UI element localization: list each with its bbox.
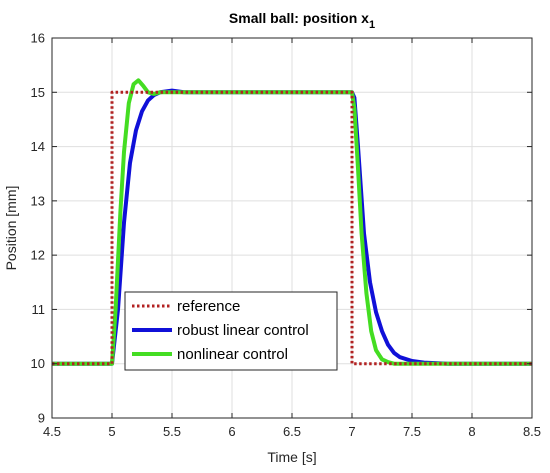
x-tick-label: 5.5 bbox=[163, 424, 181, 439]
chart-title-subscript: 1 bbox=[369, 19, 375, 31]
y-tick-label: 10 bbox=[31, 356, 45, 371]
x-tick-label: 6 bbox=[228, 424, 235, 439]
legend-entry: robust linear control bbox=[177, 322, 309, 339]
x-tick-label: 8.5 bbox=[523, 424, 541, 439]
x-tick-label: 6.5 bbox=[283, 424, 301, 439]
x-tick-label: 5 bbox=[108, 424, 115, 439]
legend-entry: nonlinear control bbox=[177, 346, 288, 363]
y-tick-label: 16 bbox=[31, 31, 45, 46]
y-tick-label: 13 bbox=[31, 193, 45, 208]
x-tick-label: 7 bbox=[348, 424, 355, 439]
y-tick-label: 15 bbox=[31, 85, 45, 100]
series-line-reference bbox=[52, 90, 532, 366]
y-tick-label: 11 bbox=[32, 302, 46, 317]
x-tick-label: 8 bbox=[468, 424, 475, 439]
y-tick-label: 14 bbox=[31, 139, 45, 154]
x-tick-label: 4.5 bbox=[43, 424, 61, 439]
x-axis-label: Time [s] bbox=[267, 449, 316, 465]
y-axis-label: Position [mm] bbox=[3, 186, 19, 271]
legend: reference robust linear control nonlinear … bbox=[124, 291, 338, 371]
y-tick-label: 12 bbox=[31, 248, 45, 263]
chart-title: Small ball: position x1 bbox=[229, 10, 375, 31]
legend-entry: reference bbox=[177, 298, 240, 315]
y-tick-label: 9 bbox=[38, 411, 45, 426]
x-tick-label: 7.5 bbox=[403, 424, 421, 439]
ticks: 4.5 5 5.5 6 6.5 7 7.5 8 8.5 9 10 11 12 13 14 15 16 bbox=[31, 31, 542, 440]
series bbox=[52, 78, 532, 366]
